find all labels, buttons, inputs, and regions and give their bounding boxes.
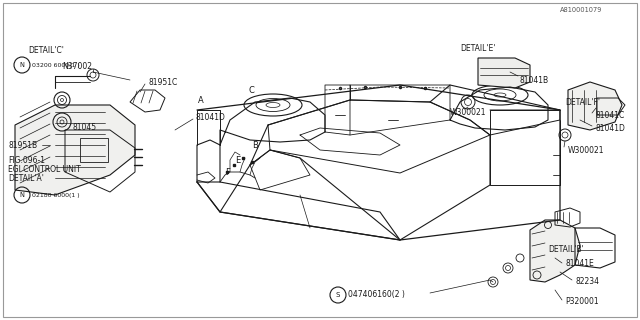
Text: EGI CONTROL UNIT: EGI CONTROL UNIT: [8, 164, 81, 173]
Text: C: C: [248, 85, 254, 94]
Text: N: N: [19, 192, 24, 198]
Text: 81951C: 81951C: [148, 77, 177, 86]
Polygon shape: [568, 82, 622, 130]
Text: 81041B: 81041B: [520, 76, 549, 84]
Polygon shape: [15, 105, 135, 195]
Text: B: B: [252, 140, 258, 149]
Text: S: S: [335, 292, 339, 298]
Text: F: F: [225, 167, 230, 177]
Polygon shape: [478, 58, 530, 88]
Text: A: A: [198, 95, 204, 105]
Text: DETAIL'C': DETAIL'C': [28, 45, 64, 54]
Text: 81041D: 81041D: [595, 124, 625, 132]
Text: P320001: P320001: [565, 298, 598, 307]
Text: E: E: [235, 156, 240, 164]
Text: 03200 6000(1 ): 03200 6000(1 ): [32, 62, 80, 68]
Text: DETAIL'B': DETAIL'B': [548, 245, 584, 254]
Text: W300021: W300021: [450, 108, 486, 116]
Text: DETAIL'F': DETAIL'F': [565, 98, 600, 107]
Text: N37002: N37002: [62, 61, 92, 70]
Polygon shape: [530, 220, 580, 282]
Text: DETAIL'A': DETAIL'A': [8, 173, 44, 182]
Text: 047406160(2 ): 047406160(2 ): [348, 291, 405, 300]
Text: 02180 6000(1 ): 02180 6000(1 ): [32, 193, 79, 197]
Text: 81951B: 81951B: [8, 140, 37, 149]
Text: 81041D: 81041D: [195, 113, 225, 122]
Text: 81041E: 81041E: [565, 260, 594, 268]
Text: W300021: W300021: [568, 146, 605, 155]
Text: A810001079: A810001079: [560, 7, 602, 13]
Text: N: N: [19, 62, 24, 68]
Text: 82234: 82234: [575, 277, 599, 286]
Text: 81041C: 81041C: [595, 110, 624, 119]
Text: 81045: 81045: [72, 123, 96, 132]
Text: DETAIL'E': DETAIL'E': [460, 44, 495, 52]
Text: FIG.096-1: FIG.096-1: [8, 156, 45, 164]
